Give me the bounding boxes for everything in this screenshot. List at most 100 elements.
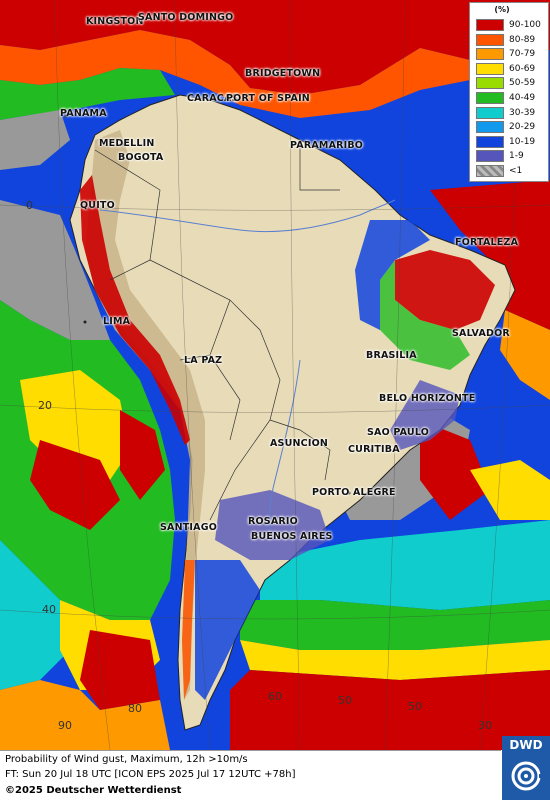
east-coast-blue-band: [390, 380, 460, 450]
legend-swatch: [476, 77, 504, 90]
legend-label: 60-69: [509, 63, 536, 74]
la-plata-blue: [215, 490, 330, 560]
probability-map: [0, 0, 550, 750]
legend-row: 1-9: [476, 150, 546, 163]
pacific-low-zone: [0, 110, 70, 170]
city-label: LIMA: [103, 316, 131, 327]
city-label: ASUNCION: [270, 438, 328, 449]
city-label: CURITIBA: [348, 444, 400, 455]
legend-label: 90-100: [509, 20, 541, 30]
longitude-label: 60: [268, 690, 282, 703]
atlantic-red-patch: [420, 420, 490, 520]
dwd-logo: DWD: [502, 736, 550, 800]
south-atlantic-red-zone: [230, 670, 550, 750]
legend-row: 50-59: [476, 77, 546, 90]
legend-label: 10-19: [509, 136, 536, 147]
legend-row: 40-49: [476, 92, 546, 105]
legend-row: 90-100: [476, 19, 546, 32]
city-label: CARACAS: [187, 93, 239, 104]
logo-text: DWD: [509, 738, 543, 752]
city-label: BELO HORIZONTE: [379, 393, 476, 404]
legend-label: <1: [509, 166, 523, 176]
atlantic-yellow-patch: [470, 460, 550, 520]
legend-row: 30-39: [476, 106, 546, 120]
graticule: [0, 0, 550, 750]
legend-swatch: [476, 135, 504, 148]
longitude-label: 30: [478, 719, 492, 732]
legend-row: 80-89: [476, 33, 546, 47]
patagonia-blue: [195, 560, 260, 700]
city-label: KINGSTON: [86, 16, 144, 27]
legend-swatch: [476, 165, 504, 177]
legend-swatch: [476, 62, 504, 75]
legend-swatch: [476, 106, 504, 119]
south-atlantic-teal-zone: [260, 520, 550, 610]
city-markers: [64, 16, 485, 539]
ne-brazil-high-zone: [395, 250, 495, 330]
south-pacific-red-zone-2: [120, 410, 165, 500]
legend-swatch: [476, 33, 504, 46]
city-label: BOGOTA: [118, 152, 164, 163]
latitude-label: 20: [38, 399, 52, 412]
legend-label: 50-59: [509, 78, 536, 89]
longitude-label: 50: [408, 700, 422, 713]
pacific-far-south: [0, 680, 170, 750]
city-label: SALVADOR: [452, 328, 510, 339]
city-label: FORTALEZA: [455, 237, 519, 248]
pacific-teal-zone: [0, 540, 70, 690]
city-label: SANTIAGO: [160, 522, 217, 533]
south-pacific-red-zone: [30, 440, 120, 530]
legend-label: 70-79: [509, 49, 536, 60]
city-label: BUENOS AIRES: [251, 531, 333, 542]
legend-swatch: [476, 150, 504, 163]
city-label: MEDELLIN: [99, 138, 155, 149]
parana-river: [268, 359, 301, 531]
caption-copyright: ©2025 Deutscher Wetterdienst: [5, 785, 182, 796]
legend-swatch: [476, 19, 504, 31]
andes-terrain: [85, 130, 205, 700]
east-atlantic-orange-zone: [500, 310, 550, 400]
legend-label: 80-89: [509, 34, 536, 45]
caribbean-high-zone: [0, 0, 550, 95]
legend-unit: (%): [494, 5, 510, 14]
amazon-river: [99, 199, 396, 233]
andes-south-high-band: [182, 560, 195, 700]
city-label: ROSARIO: [248, 516, 298, 527]
legend-swatch: [476, 48, 504, 61]
legend-row: 70-79: [476, 48, 546, 61]
longitude-label: 90: [58, 719, 72, 732]
legend-row: 60-69: [476, 62, 546, 76]
city-label: LA PAZ: [184, 355, 223, 366]
legend-row: 10-19: [476, 135, 546, 149]
brazil-coastal-blue: [355, 220, 430, 330]
longitude-label: 80: [128, 702, 142, 715]
city-label: PANAMA: [60, 108, 107, 119]
caption-forecast-time: FT: Sun 20 Jul 18 UTC [ICON EPS 2025 Jul…: [5, 769, 296, 780]
legend-row: 20-29: [476, 121, 546, 134]
city-label: BRASILIA: [366, 350, 417, 361]
country-borders: [94, 140, 340, 521]
city-label: SAO PAULO: [367, 427, 430, 438]
legend-label: 20-29: [509, 122, 536, 133]
legend-label: 30-39: [509, 107, 536, 118]
city-label: QUITO: [80, 200, 115, 211]
legend-label: 1-9: [509, 151, 524, 162]
caption-box: Probability of Wind gust, Maximum, 12h >…: [0, 750, 501, 800]
city-label: PORTO ALEGRE: [312, 487, 396, 498]
latitude-label: 40: [42, 603, 56, 616]
legend-swatch: [476, 92, 504, 104]
legend-row: <1: [476, 165, 546, 178]
caribbean-green-zone: [0, 68, 175, 120]
longitude-label: 50: [338, 694, 352, 707]
caption-title: Probability of Wind gust, Maximum, 12h >…: [5, 754, 248, 765]
east-atlantic-high-zone: [430, 180, 550, 330]
andes-west-high-band: [80, 175, 190, 445]
city-label: PARAMARIBO: [290, 140, 364, 151]
pacific-lowest-zone: [0, 200, 110, 340]
south-atlantic-yellow-zone: [240, 640, 550, 680]
ne-brazil-green-zone: [380, 260, 470, 370]
city-label: BRIDGETOWN: [245, 68, 321, 79]
dwd-swirl-icon: [511, 761, 546, 791]
legend-label: 40-49: [509, 93, 536, 103]
